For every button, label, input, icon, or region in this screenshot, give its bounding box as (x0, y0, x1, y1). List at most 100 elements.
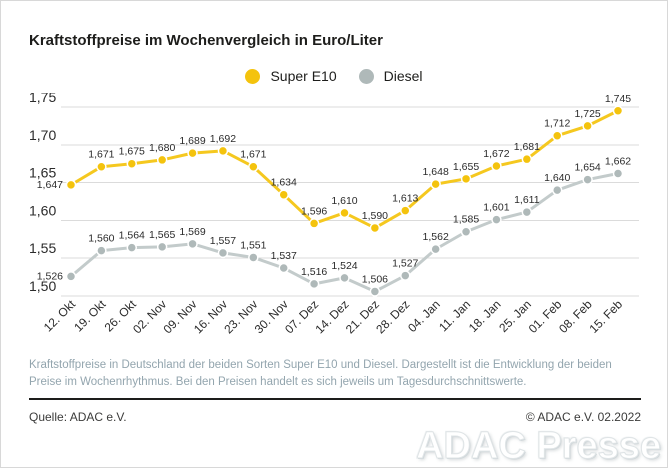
footer-divider (29, 398, 641, 400)
data-point-label-diesel: 1,524 (331, 260, 357, 272)
data-point-diesel (521, 206, 533, 218)
data-point-diesel (460, 226, 472, 237)
data-point-label-super-e10: 1,675 (119, 146, 145, 158)
data-point-super-e10 (430, 178, 441, 190)
y-axis-label: 1,50 (29, 278, 56, 294)
source-text: Quelle: ADAC e.V. (29, 410, 127, 424)
data-point-label-diesel: 1,527 (392, 258, 418, 270)
data-point-super-e10 (248, 161, 259, 172)
data-point-diesel (582, 174, 593, 185)
data-point-label-super-e10: 1,672 (483, 148, 509, 160)
data-point-label-super-e10: 1,610 (331, 195, 357, 207)
data-point-label-diesel: 1,662 (605, 156, 631, 168)
data-point-super-e10 (339, 207, 350, 219)
data-point-diesel (96, 245, 107, 256)
x-axis-label: 04. Jan (405, 297, 443, 335)
data-point-label-super-e10: 1,681 (514, 141, 540, 153)
data-point-diesel (278, 262, 289, 274)
data-point-super-e10 (126, 158, 138, 169)
data-point-label-diesel: 1,640 (544, 172, 570, 184)
y-axis-label: 1,70 (29, 127, 56, 143)
data-point-label-super-e10: 1,692 (210, 133, 236, 145)
legend-label-super-e10: Super E10 (270, 68, 337, 84)
data-point-diesel (491, 214, 502, 225)
data-point-super-e10 (187, 147, 198, 159)
copyright-text: © ADAC e.V. 02.2022 (525, 410, 641, 424)
data-point-diesel (339, 272, 350, 284)
legend-item-super-e10: Super E10 (245, 68, 337, 84)
data-point-diesel (369, 286, 381, 297)
data-point-label-super-e10: 1,680 (149, 142, 175, 154)
data-point-diesel (126, 242, 138, 253)
data-point-super-e10 (156, 154, 168, 166)
x-axis-label: 18. Jan (466, 297, 504, 335)
data-point-label-diesel: 1,601 (483, 202, 509, 214)
x-axis-label: 28. Dez (373, 297, 412, 336)
diesel-dot-icon (358, 68, 374, 84)
x-axis-label: 11. Jan (436, 297, 473, 334)
data-point-label-diesel: 1,585 (453, 214, 479, 226)
data-point-label-diesel: 1,654 (574, 162, 600, 174)
y-axis-label: 1,75 (29, 93, 56, 105)
data-point-label-diesel: 1,560 (88, 233, 114, 245)
data-point-label-diesel: 1,569 (179, 226, 205, 238)
data-point-super-e10 (582, 120, 593, 132)
data-point-label-diesel: 1,611 (514, 194, 540, 206)
data-point-super-e10 (612, 105, 624, 117)
data-point-diesel (400, 270, 411, 281)
data-point-label-diesel: 1,564 (119, 230, 145, 242)
data-point-super-e10 (369, 222, 381, 234)
data-point-label-super-e10: 1,613 (392, 193, 418, 205)
super-e10-dot-icon (245, 68, 261, 84)
data-point-label-super-e10: 1,634 (271, 177, 297, 189)
footer: Quelle: ADAC e.V. © ADAC e.V. 02.2022 (29, 410, 641, 424)
data-point-label-diesel: 1,537 (271, 250, 297, 262)
data-point-label-diesel: 1,562 (423, 231, 449, 243)
data-point-super-e10 (96, 161, 107, 172)
data-point-label-super-e10: 1,671 (88, 149, 114, 161)
data-point-super-e10 (65, 179, 77, 191)
data-point-super-e10 (491, 160, 502, 172)
legend-item-diesel: Diesel (358, 68, 423, 84)
y-axis-label: 1,55 (29, 240, 56, 256)
page-title: Kraftstoffpreise im Wochenvergleich in E… (29, 32, 383, 49)
data-point-diesel (187, 238, 198, 250)
data-point-super-e10 (278, 189, 289, 200)
data-point-diesel (65, 271, 77, 282)
data-point-label-diesel: 1,516 (301, 266, 327, 278)
x-axis-label: 15. Feb (586, 297, 625, 336)
chart-legend: Super E10 Diesel (1, 68, 667, 84)
data-point-diesel (308, 278, 320, 290)
legend-label-diesel: Diesel (383, 68, 423, 84)
data-point-super-e10 (217, 145, 229, 157)
data-point-label-diesel: 1,551 (240, 239, 266, 251)
data-point-label-super-e10: 1,689 (179, 135, 205, 147)
data-point-diesel (156, 241, 168, 253)
data-point-label-super-e10: 1,725 (574, 108, 600, 120)
data-point-label-super-e10: 1,648 (423, 166, 449, 178)
adac-presse-watermark: ADAC Presse (416, 425, 662, 467)
data-point-label-super-e10: 1,647 (37, 179, 63, 191)
chart-description: Kraftstoffpreise in Deutschland der beid… (29, 359, 612, 389)
data-point-diesel (430, 243, 441, 255)
data-point-diesel (551, 184, 563, 196)
x-axis-label: 12. Okt (41, 297, 79, 335)
data-point-diesel (217, 247, 229, 259)
data-point-super-e10 (460, 173, 472, 185)
data-point-label-diesel: 1,506 (362, 273, 388, 285)
data-point-label-super-e10: 1,671 (240, 149, 266, 161)
data-point-diesel (612, 168, 624, 179)
data-point-label-diesel: 1,526 (37, 270, 63, 282)
y-axis-label: 1,65 (29, 165, 56, 181)
y-axis-label: 1,60 (29, 202, 56, 218)
data-point-label-super-e10: 1,745 (605, 93, 631, 105)
data-point-diesel (248, 252, 259, 263)
data-point-label-super-e10: 1,590 (362, 210, 388, 222)
data-point-label-super-e10: 1,596 (301, 205, 327, 217)
data-point-super-e10 (551, 130, 563, 141)
data-point-super-e10 (308, 218, 320, 229)
data-point-super-e10 (521, 153, 533, 165)
x-axis-label: 19. Okt (71, 297, 109, 335)
